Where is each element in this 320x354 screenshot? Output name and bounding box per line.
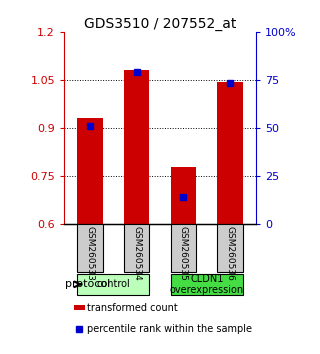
- Bar: [171, 274, 243, 295]
- Bar: [124, 224, 149, 272]
- Bar: [217, 224, 243, 272]
- Title: GDS3510 / 207552_at: GDS3510 / 207552_at: [84, 17, 236, 31]
- Text: control: control: [96, 279, 130, 289]
- Text: CLDN1
overexpression: CLDN1 overexpression: [170, 274, 244, 295]
- Bar: [171, 224, 196, 272]
- Text: GSM260535: GSM260535: [179, 227, 188, 281]
- Bar: [171, 167, 196, 224]
- Bar: [77, 119, 103, 224]
- Bar: [77, 274, 149, 295]
- Text: percentile rank within the sample: percentile rank within the sample: [87, 324, 252, 333]
- Bar: [124, 70, 149, 224]
- Bar: [74, 305, 85, 310]
- Text: GSM260534: GSM260534: [132, 227, 141, 281]
- Text: GSM260536: GSM260536: [226, 227, 235, 281]
- Bar: [77, 224, 103, 272]
- Text: GSM260533: GSM260533: [85, 227, 94, 281]
- Bar: [217, 81, 243, 224]
- Text: transformed count: transformed count: [87, 303, 178, 313]
- Text: protocol: protocol: [65, 279, 111, 289]
